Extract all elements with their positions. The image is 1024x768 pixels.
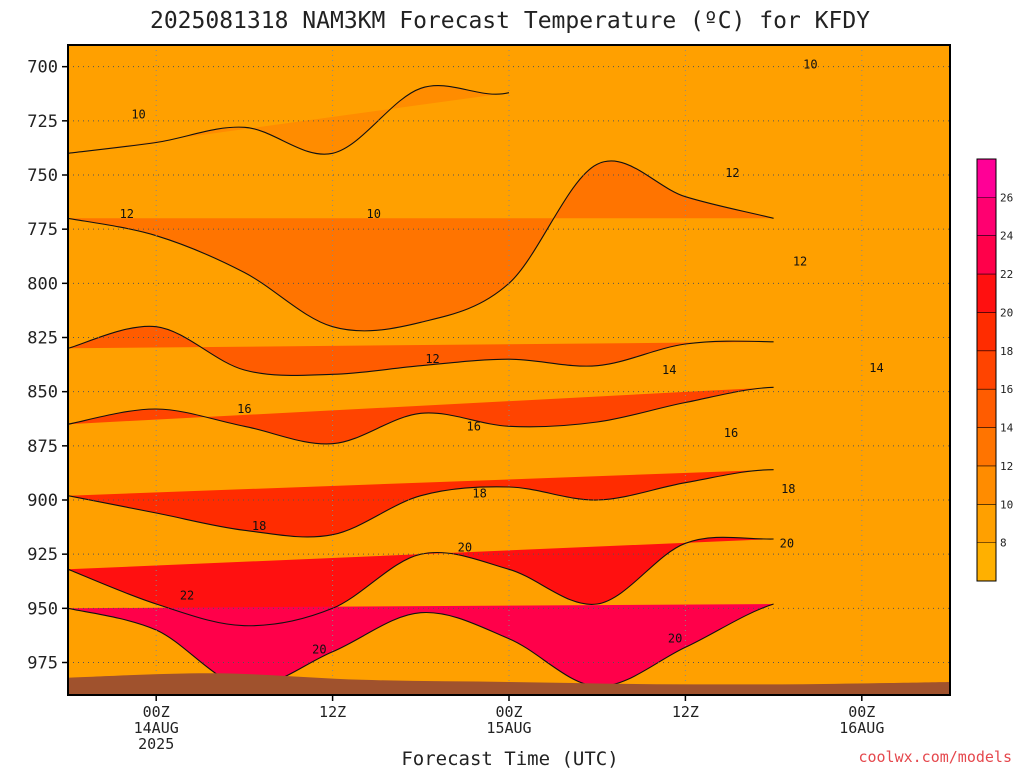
colorbar-swatch-20 [977, 274, 996, 313]
contour-label-16: 16 [724, 426, 738, 440]
colorbar-label-22: 22 [1000, 268, 1013, 281]
y-tick-label-800: 800 [27, 274, 58, 294]
colorbar-label-8: 8 [1000, 537, 1007, 550]
isotherm-16 [68, 386, 774, 445]
y-tick-label-725: 725 [27, 112, 58, 132]
contour-label-18: 18 [781, 482, 795, 496]
contour-label-10: 10 [131, 107, 145, 121]
terrain-shading [68, 673, 950, 695]
contour-label-20: 20 [668, 632, 682, 646]
colorbar-frame [976, 158, 997, 582]
chart-title: 2025081318 NAM3KM Forecast Temperature (… [150, 8, 870, 34]
x-tick-label-54-0: 00Z [848, 703, 875, 721]
x-tick-label-6-1: 14AUG [134, 719, 179, 737]
y-tick-label-900: 900 [27, 491, 58, 511]
contour-label-18: 18 [252, 519, 266, 533]
isotherm-contours [68, 85, 774, 688]
x-tick-label-42-0: 12Z [672, 703, 699, 721]
contour-label-12: 12 [793, 255, 807, 269]
contour-label-18: 18 [472, 487, 486, 501]
y-tick-label-700: 700 [27, 58, 58, 78]
y-tick-label-750: 750 [27, 166, 58, 186]
contour-labels: 10 10 10 12 12 12 12 14 14 16 16 16 18 18 18 20 20 20 20 22 [120, 58, 884, 657]
contour-label-10: 10 [367, 207, 381, 221]
contour-label-14: 14 [662, 363, 676, 377]
colorbar-swatch-12 [977, 427, 996, 467]
colorbar-swatch-16 [977, 350, 996, 390]
colorbar-label-24: 24 [1000, 230, 1014, 243]
isotherm-10 [68, 85, 510, 155]
contour-label-14: 14 [869, 361, 883, 375]
contour-label-22: 22 [180, 588, 194, 602]
colorbar-swatch-6 [977, 542, 996, 582]
isotherm-12 [68, 160, 774, 332]
isotherm-22 [68, 603, 774, 688]
x-tick-label-54-1: 16AUG [839, 719, 884, 737]
contour-label-20: 20 [312, 643, 326, 657]
y-tick-label-975: 975 [27, 654, 58, 674]
contour-label-12: 12 [725, 166, 739, 180]
isotherm-14 [68, 325, 774, 376]
contour-label-10: 10 [803, 58, 817, 72]
y-tick-label-875: 875 [27, 437, 58, 457]
temperature-bands [68, 45, 950, 695]
contour-label-20: 20 [458, 541, 472, 555]
colorbar-label-14: 14 [1000, 422, 1014, 435]
band-above-10 [68, 85, 509, 155]
colorbar-swatch-10 [977, 465, 996, 505]
y-tick-label-950: 950 [27, 599, 58, 619]
colorbar-label-12: 12 [1000, 460, 1013, 473]
x-tick-label-6-0: 00Z [143, 703, 170, 721]
contour-label-12: 12 [425, 352, 439, 366]
isotherm-20 [68, 536, 774, 627]
colorbar-swatch-14 [977, 389, 996, 429]
y-tick-label-825: 825 [27, 329, 58, 349]
contour-label-16: 16 [466, 419, 480, 433]
terrain [68, 673, 950, 695]
colorbar-swatch-8 [977, 504, 996, 544]
colorbar-swatch-18 [977, 312, 996, 352]
colorbar: 8 10 12 14 16 18 20 22 24 26 [976, 158, 1014, 582]
y-tick-label-850: 850 [27, 383, 58, 403]
band-above-12 [68, 160, 774, 331]
y-tick-label-775: 775 [27, 220, 58, 240]
colorbar-swatch-22 [977, 235, 996, 275]
colorbar-label-10: 10 [1000, 498, 1013, 511]
x-tick-label-6-2: 2025 [138, 735, 174, 753]
x-tick-label-18-0: 12Z [319, 703, 346, 721]
watermark: coolwx.com/models [858, 748, 1012, 766]
gridlines [68, 45, 950, 695]
x-tick-label-30-1: 15AUG [486, 719, 531, 737]
isotherm-18 [68, 469, 774, 538]
x-tick-label-30-0: 00Z [495, 703, 522, 721]
colorbar-label-18: 18 [1000, 345, 1013, 358]
band-above-14 [68, 326, 774, 376]
colorbar-swatch-26 [977, 159, 996, 198]
colorbar-label-26: 26 [1000, 191, 1013, 204]
contour-label-20: 20 [780, 536, 794, 550]
x-axis-title: Forecast Time (UTC) [401, 748, 618, 768]
contour-label-16: 16 [237, 402, 251, 416]
colorbar-label-16: 16 [1000, 383, 1013, 396]
y-tick-label-925: 925 [27, 545, 58, 565]
contour-label-12: 12 [120, 207, 134, 221]
band-above-16 [68, 387, 774, 444]
y-axis: 700 725 750 775 800 825 850 875 900 925 950 975 [27, 58, 68, 674]
band-above-18 [68, 469, 774, 537]
colorbar-label-20: 20 [1000, 306, 1013, 319]
band-above-22 [68, 604, 774, 687]
colorbar-swatch-24 [977, 197, 996, 237]
